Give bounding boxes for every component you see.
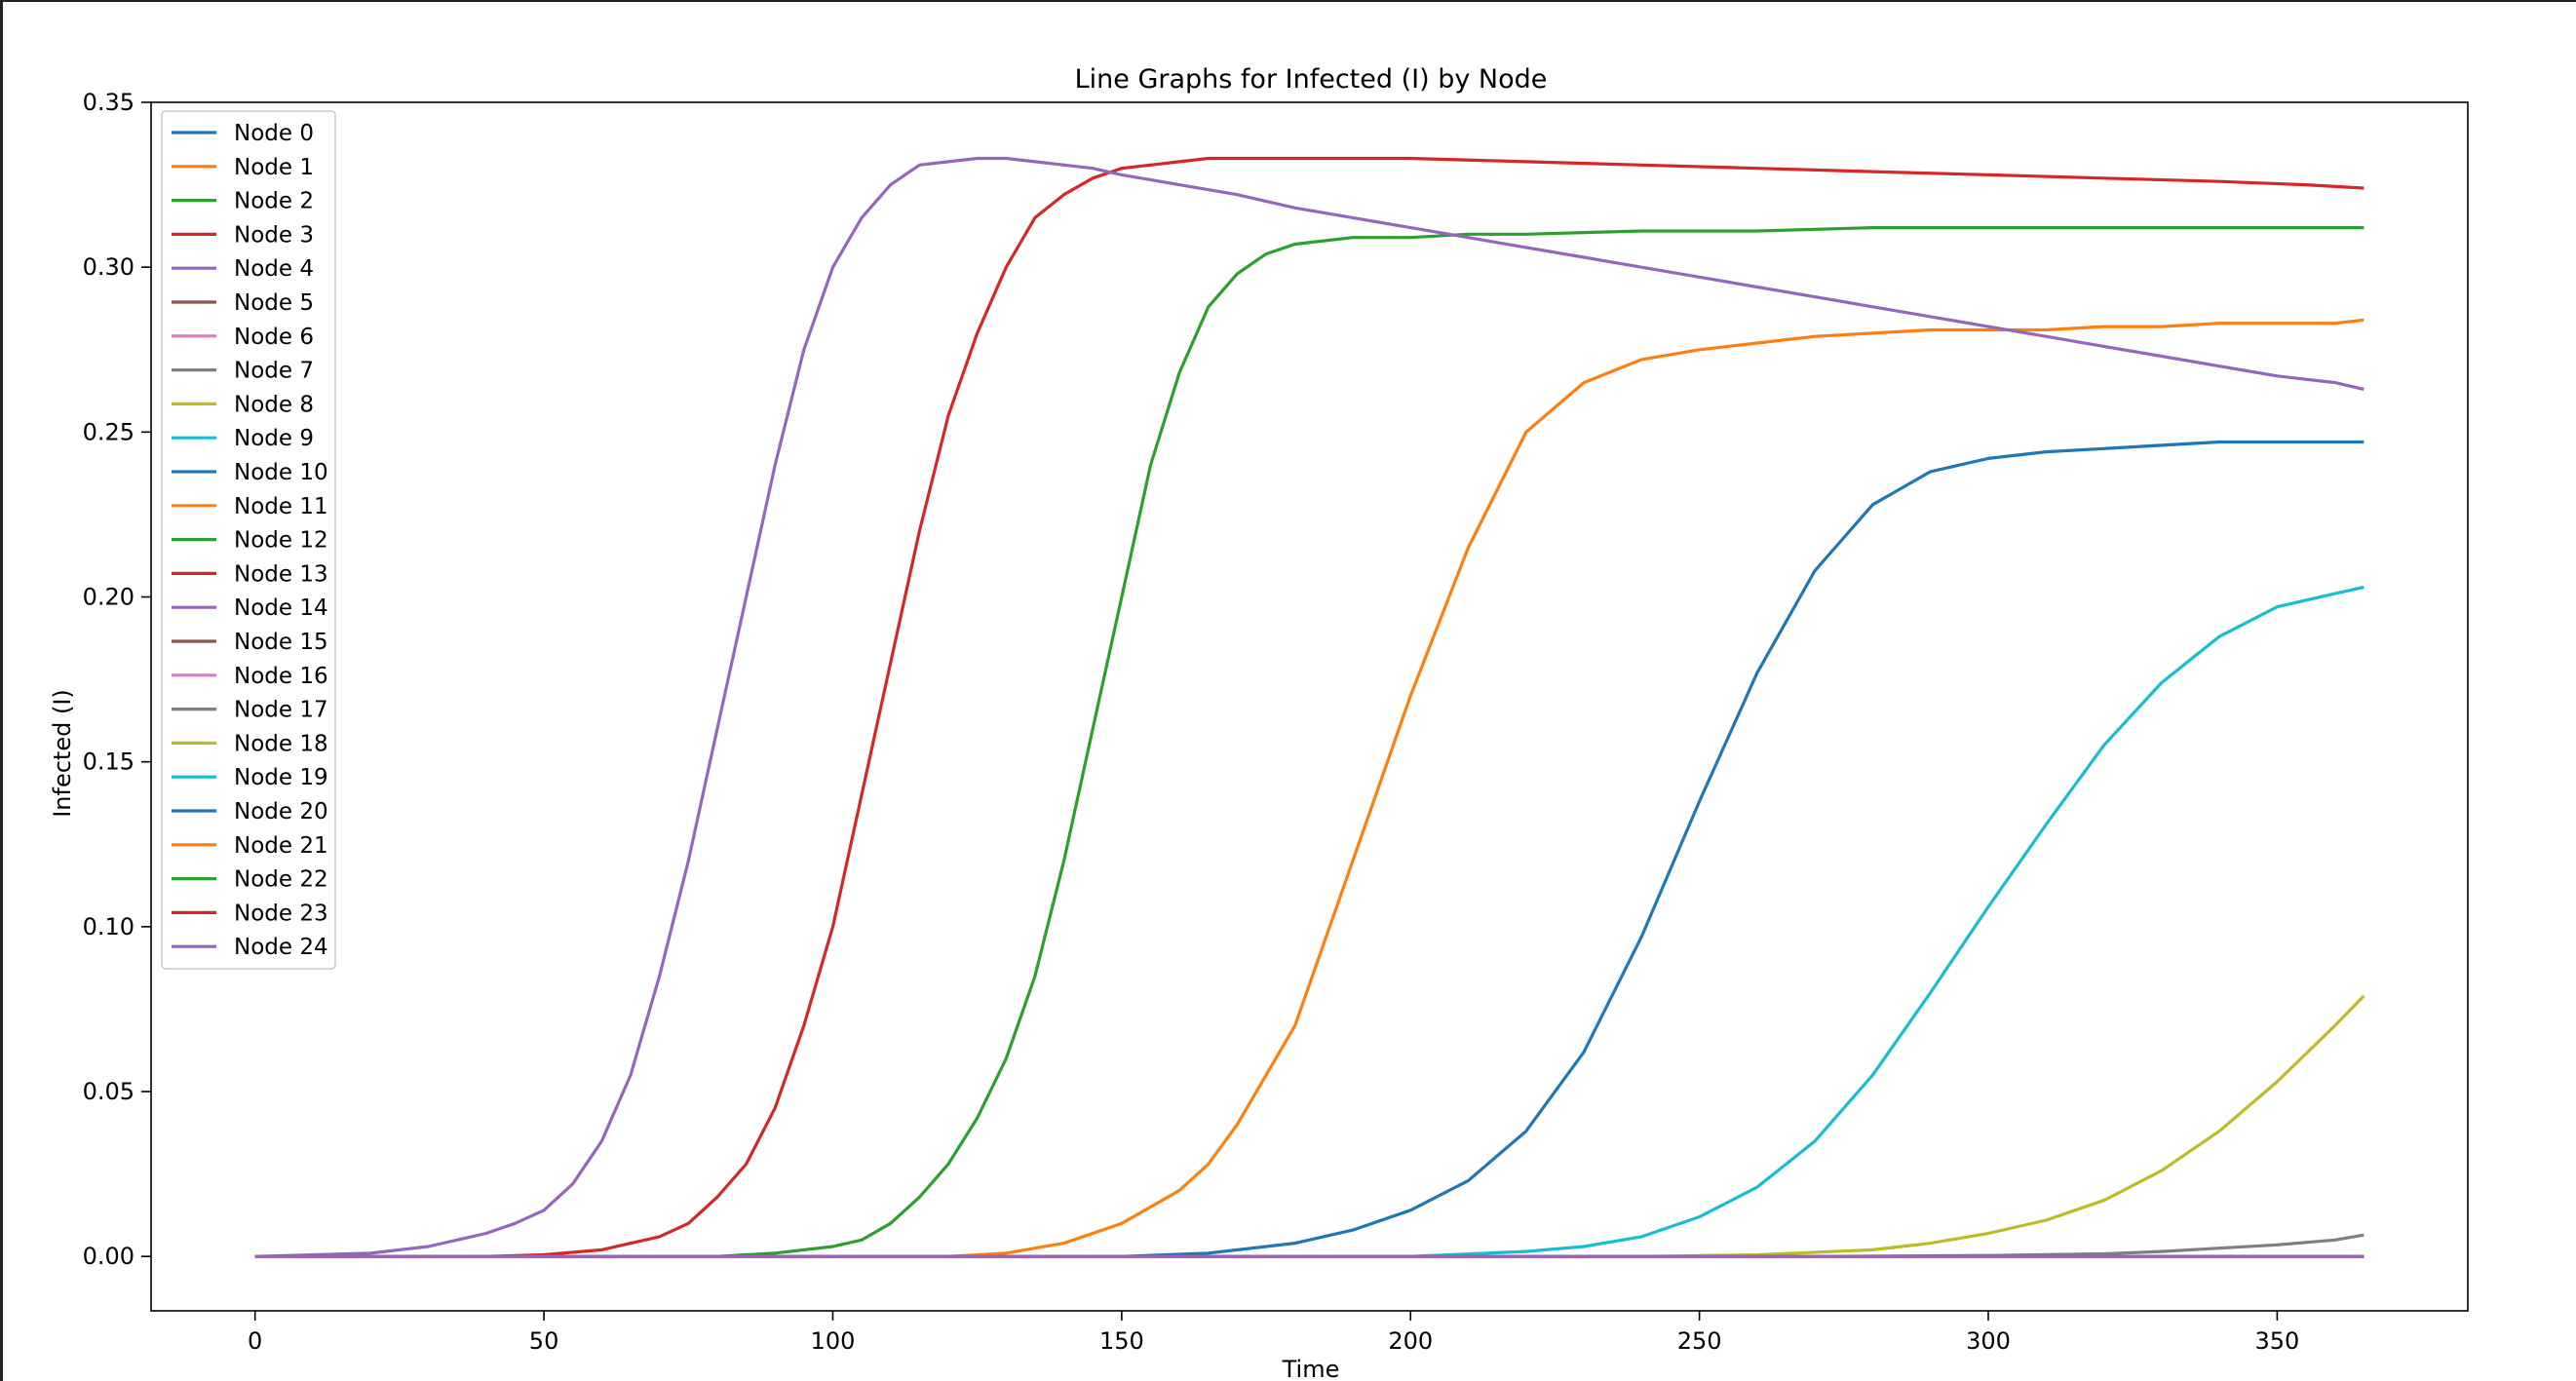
legend-entry: Node 21 xyxy=(234,833,328,859)
series-line-node-14 xyxy=(254,156,2365,1258)
x-tick-label: 350 xyxy=(2254,1327,2299,1355)
legend-entry: Node 13 xyxy=(234,561,328,587)
legend-entry: Node 4 xyxy=(234,256,314,282)
axes-layer: 0 50 100 150 200 250 300 350 0.00 0.05 0.10 0.15 0.2… xyxy=(83,89,2469,1355)
legend-entry: Node 0 xyxy=(234,121,314,146)
legend-entry: Node 18 xyxy=(234,731,328,756)
legend-entry: Node 8 xyxy=(234,392,314,417)
legend-entry: Node 7 xyxy=(234,359,314,384)
y-tick-label: 0.25 xyxy=(83,418,135,445)
legend-entry: Node 19 xyxy=(234,765,328,790)
legend-entry: Node 24 xyxy=(234,935,328,960)
y-tick-label: 0.15 xyxy=(83,748,135,776)
x-tick-label: 300 xyxy=(1966,1327,2011,1355)
series-line-node-10 xyxy=(254,440,2365,1258)
y-tick-label: 0.20 xyxy=(83,584,135,611)
x-tick-label: 50 xyxy=(529,1327,559,1355)
legend: Node 0 Node 1 Node 2 Node 3 Node 4 Node 5 Node… xyxy=(161,110,336,970)
plot-area-frame xyxy=(150,101,2469,1312)
series-line-node-9 xyxy=(254,585,2365,1258)
x-tick-label: 150 xyxy=(1099,1327,1144,1355)
legend-entry: Node 23 xyxy=(234,901,328,926)
y-axis-label: Infected (I) xyxy=(49,689,76,818)
chart-title: Line Graphs for Infected (I) by Node xyxy=(1075,64,1548,95)
legend-entry: Node 2 xyxy=(234,189,314,214)
legend-entry: Node 3 xyxy=(234,222,314,248)
x-tick-label: 200 xyxy=(1388,1327,1433,1355)
series-line-node-12 xyxy=(254,226,2365,1258)
legend-entry: Node 11 xyxy=(234,494,328,519)
legend-entry: Node 5 xyxy=(234,290,314,316)
y-tick-label: 0.00 xyxy=(83,1243,135,1270)
legend-entry: Node 22 xyxy=(234,867,328,893)
y-tick-label: 0.30 xyxy=(83,253,135,281)
y-tick-label: 0.10 xyxy=(83,913,135,940)
legend-entry: Node 15 xyxy=(234,630,328,655)
y-tick-label: 0.05 xyxy=(83,1078,135,1105)
x-tick-label: 100 xyxy=(811,1327,856,1355)
legend-entry: Node 1 xyxy=(234,155,314,180)
x-tick-label: 250 xyxy=(1677,1327,1722,1355)
series-line-node-13 xyxy=(254,156,2365,1258)
legend-entry: Node 20 xyxy=(234,799,328,825)
legend-entry: Node 9 xyxy=(234,426,314,451)
legend-entry: Node 10 xyxy=(234,460,328,485)
y-tick-label: 0.35 xyxy=(83,89,135,116)
legend-entry: Node 17 xyxy=(234,698,328,723)
x-axis-label: Time xyxy=(1282,1356,1340,1381)
legend-entry: Node 14 xyxy=(234,595,328,621)
legend-box xyxy=(161,110,336,970)
series-layer xyxy=(254,156,2365,1258)
x-tick-label: 0 xyxy=(248,1327,262,1355)
series-line-node-8 xyxy=(254,994,2365,1258)
legend-entry: Node 16 xyxy=(234,664,328,689)
legend-entry: Node 12 xyxy=(234,528,328,554)
legend-entry: Node 6 xyxy=(234,325,314,350)
series-line-node-11 xyxy=(254,318,2365,1258)
